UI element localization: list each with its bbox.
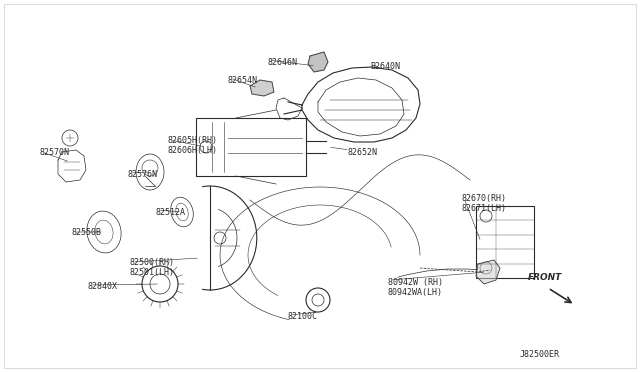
- Text: B2640N: B2640N: [370, 62, 400, 71]
- Text: 82652N: 82652N: [348, 148, 378, 157]
- Text: 82570N: 82570N: [40, 148, 70, 157]
- Text: 82646N: 82646N: [268, 58, 298, 67]
- Bar: [476, 206, 534, 278]
- Text: 82670(RH)
82671(LH): 82670(RH) 82671(LH): [462, 194, 507, 214]
- Polygon shape: [476, 260, 500, 284]
- Text: 82512A: 82512A: [156, 208, 186, 217]
- Text: 82840X: 82840X: [88, 282, 118, 291]
- Text: 82550B: 82550B: [72, 228, 102, 237]
- Text: 82605H(RH)
82606H(LH): 82605H(RH) 82606H(LH): [168, 136, 218, 155]
- Polygon shape: [250, 80, 274, 96]
- Text: 82654N: 82654N: [228, 76, 258, 85]
- Text: 82100C: 82100C: [288, 312, 318, 321]
- Text: 82500(RH)
82501(LH): 82500(RH) 82501(LH): [130, 258, 175, 278]
- Text: 80942W (RH)
80942WA(LH): 80942W (RH) 80942WA(LH): [388, 278, 443, 297]
- Text: J82500ER: J82500ER: [520, 350, 560, 359]
- Text: FRONT: FRONT: [528, 273, 563, 282]
- Text: 82576N: 82576N: [128, 170, 158, 179]
- Polygon shape: [308, 52, 328, 72]
- Bar: [196, 118, 306, 176]
